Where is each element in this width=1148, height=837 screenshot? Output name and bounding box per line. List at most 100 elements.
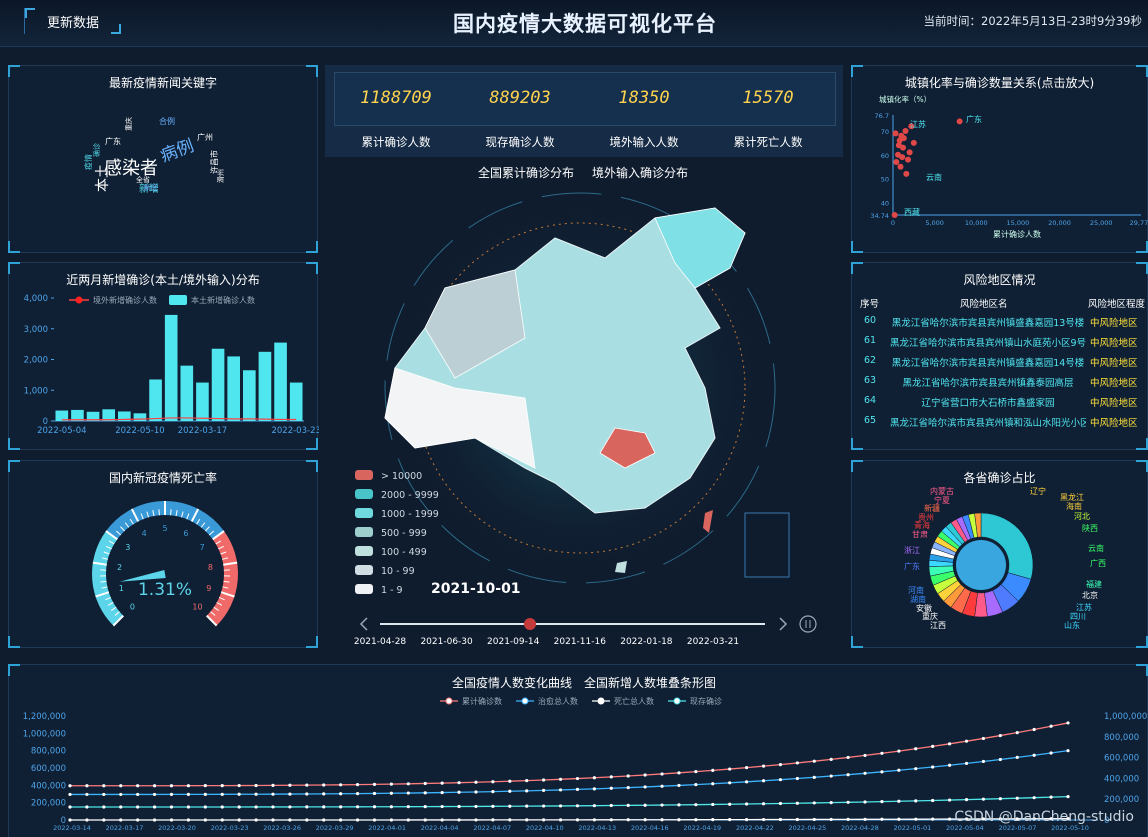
trend-point [288, 805, 292, 809]
timeline-handle[interactable] [524, 618, 536, 630]
keyword-2: 本土 [95, 164, 111, 192]
scatter-y-tick: 76.7 [875, 112, 889, 120]
risk-row[interactable]: 62 黑龙江省哈尔滨市宾县宾州镇盛鑫嘉园14号楼 中风险地区 [852, 355, 1148, 375]
trend-legend-label-3[interactable]: 现存确诊 [690, 696, 722, 706]
trend-y-left: 200,000 [31, 799, 66, 809]
urbanization-scatter[interactable]: 城镇化率（%） 76.7 70 60 50 40 34.740 5,000 10,000 15,0… [851, 65, 1148, 253]
scatter-point[interactable] [910, 139, 917, 146]
scatter-point[interactable] [891, 212, 898, 218]
pie-slice[interactable] [974, 512, 982, 538]
gauge-tick [212, 530, 225, 541]
trend-point [626, 803, 630, 807]
trend-legend-label-0[interactable]: 累计确诊数 [462, 696, 502, 706]
trend-point [660, 803, 664, 807]
trend-point [542, 804, 546, 808]
pie-label-9: 黑龙江 [1060, 492, 1084, 502]
tab-trend-line[interactable]: 全国疫情人数变化曲线 [452, 676, 573, 690]
risk-name: 黑龙江省哈尔滨市宾县宾州镇和泓山水阳光小区1期 [890, 418, 1086, 429]
province-taiwan[interactable] [703, 510, 713, 533]
scatter-point[interactable] [893, 158, 900, 165]
province-xinjiang[interactable] [424, 269, 526, 379]
refresh-data-button[interactable]: 更新数据 [24, 8, 121, 34]
legend-label-0: > 10000 [381, 471, 422, 482]
trend-point [220, 818, 224, 822]
tab-stacked-bar[interactable]: 全国新增人数堆叠条形图 [584, 676, 717, 690]
legend-swatch-5[interactable] [355, 565, 373, 575]
trend-legend-dot-2 [597, 697, 605, 705]
scatter-point[interactable] [899, 154, 906, 161]
scatter-point[interactable] [897, 163, 904, 170]
tab-import-map[interactable]: 境外输入确诊分布 [592, 166, 689, 180]
scatter-point[interactable] [902, 127, 909, 134]
legend-swatch-0[interactable] [355, 470, 373, 480]
gauge-tick-label: 7 [200, 543, 205, 552]
legend-swatch-2[interactable] [355, 508, 373, 518]
scatter-x-tick: 10,000 [965, 219, 988, 227]
timeline-prev-icon[interactable] [359, 617, 368, 631]
trend-legend-label-2[interactable]: 死亡总人数 [614, 696, 654, 706]
scatter-point[interactable] [904, 156, 911, 163]
trend-legend-label-1[interactable]: 治愈总人数 [538, 696, 578, 706]
trend-point [745, 766, 749, 770]
risk-row[interactable]: 64 辽宁省营口市大石桥市鑫盛家园 中风险地区 [852, 395, 1148, 415]
top-bar: 更新数据 国内疫情大数据可视化平台 当前时间：2022年5月13日-23时9分3… [0, 0, 1148, 47]
death-rate-gauge: 0 1 2 3 4 5 6 7 8 9 101.31% [92, 501, 238, 627]
tab-cumulative-map[interactable]: 全国累计确诊分布 [478, 166, 575, 180]
scatter-point[interactable] [895, 142, 902, 149]
bar-local [196, 382, 209, 421]
trend-point [778, 762, 783, 767]
scatter-point[interactable] [906, 149, 913, 156]
risk-row[interactable]: 63 黑龙江省哈尔滨市宾县宾州镇鑫泰园高层 中风险地区 [852, 375, 1148, 395]
death-rate-title: 国内新冠疫情死亡率 [108, 471, 217, 485]
trend-point [914, 747, 918, 751]
trend-point [998, 797, 1002, 801]
scatter-point[interactable] [900, 135, 907, 142]
pie-label-10: 海南 [1066, 501, 1082, 511]
trend-point [745, 802, 749, 806]
scatter-point[interactable] [956, 118, 963, 125]
province-hainan[interactable] [615, 561, 627, 573]
risk-name: 辽宁省营口市大石桥市鑫盛家园 [921, 398, 1055, 409]
gauge-tick [206, 615, 218, 627]
legend-swatch-1[interactable] [355, 489, 373, 499]
pie-label-19: 山东 [1064, 620, 1080, 630]
trend-point [203, 784, 207, 788]
risk-header-cell: 风险地区名 [960, 299, 1008, 310]
scatter-x-tick: 5,000 [925, 219, 944, 227]
risk-row[interactable]: 60 黑龙江省哈尔滨市宾县宾州镇盛鑫嘉园13号楼 中风险地区 [852, 315, 1148, 335]
trend-point [136, 784, 140, 788]
legend-label-3: 500 - 999 [381, 528, 427, 539]
trend-point [761, 802, 766, 806]
province-hubei[interactable] [599, 427, 656, 469]
scatter-point[interactable] [892, 130, 899, 137]
trend-point [254, 818, 258, 822]
province-northeast[interactable] [654, 207, 746, 289]
urbanization-title[interactable]: 城镇化率与确诊数量关系(点击放大) [904, 76, 1095, 90]
timeline-next-icon[interactable] [779, 617, 788, 631]
trend-point [660, 772, 664, 776]
trend-point [119, 792, 123, 797]
legend-swatch-3[interactable] [355, 527, 373, 537]
trend-point [406, 805, 410, 809]
risk-row[interactable]: 65 黑龙江省哈尔滨市宾县宾州镇和泓山水阳光小区1期 中风险地区 [852, 415, 1148, 435]
trend-point [863, 771, 867, 775]
trend-point [1066, 721, 1070, 725]
gauge-tick [222, 586, 229, 589]
legend-swatch-6[interactable] [355, 584, 373, 594]
trend-legend-dot-3 [673, 697, 681, 705]
scatter-point[interactable] [908, 123, 915, 130]
trend-line-0 [69, 722, 1069, 787]
province-tibet[interactable] [384, 367, 536, 469]
risk-row[interactable]: 61 黑龙江省哈尔滨市宾县宾州镇山水庭苑小区9号楼 中风险地区 [852, 335, 1148, 355]
gauge-tick [218, 596, 225, 601]
pie-label-21: 湖南 [910, 594, 926, 604]
timeline-pause-icon[interactable] [799, 615, 817, 633]
trend-point [271, 792, 275, 796]
trend-point [305, 792, 309, 796]
trend-point [305, 818, 309, 822]
china-map[interactable]: > 10000 2000 - 9999 1000 - 1999 500 - 999 10… [325, 178, 845, 668]
legend-swatch-4[interactable] [355, 546, 373, 556]
gauge-tick-label: 4 [142, 529, 147, 538]
trend-y-right: 400,000 [1104, 774, 1139, 784]
scatter-point[interactable] [903, 170, 910, 177]
